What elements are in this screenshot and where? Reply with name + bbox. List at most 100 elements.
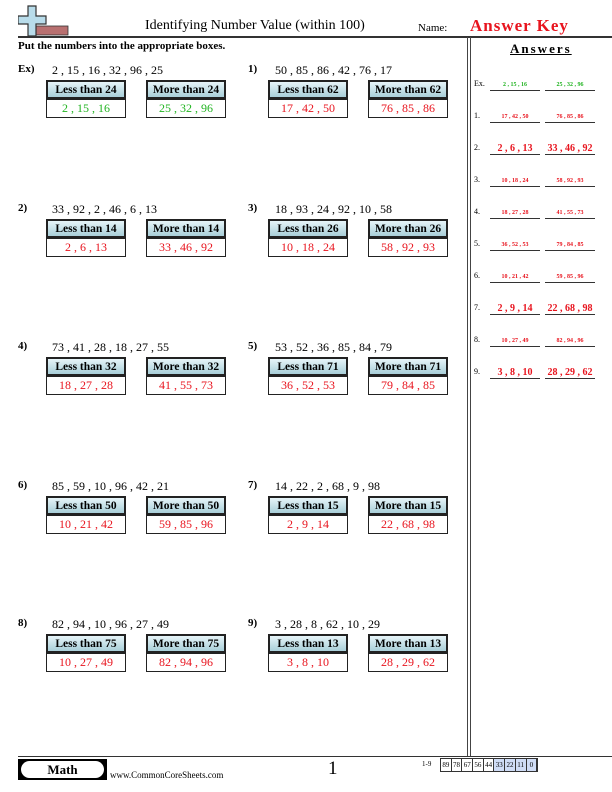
less-than-header: Less than 13	[268, 634, 348, 653]
problem-label: 1)	[248, 63, 258, 75]
answer-key-row-label: 5.	[474, 239, 480, 248]
problem-label: 9)	[248, 617, 258, 629]
answer-key-less: 2 , 6 , 13	[490, 144, 540, 155]
score-cell: 11	[515, 759, 527, 771]
less-than-header: Less than 24	[46, 80, 126, 99]
answer-key-more: 82 , 94 , 96	[545, 336, 595, 347]
score-cell: 33	[494, 759, 506, 771]
less-than-header: Less than 15	[268, 496, 348, 515]
problem-numbers: 14 , 22 , 2 , 68 , 9 , 98	[275, 479, 380, 493]
problem-numbers: 3 , 28 , 8 , 62 , 10 , 29	[275, 617, 380, 631]
more-than-header: More than 75	[146, 634, 226, 653]
more-than-header: More than 32	[146, 357, 226, 376]
less-than-header: Less than 14	[46, 219, 126, 238]
problem-label: 6)	[18, 479, 28, 491]
subject-badge: Math	[18, 759, 107, 780]
less-than-answer-box: 2 , 9 , 14	[268, 515, 348, 534]
more-than-header: More than 13	[368, 634, 448, 653]
answer-key-more: 58 , 92 , 93	[545, 176, 595, 187]
score-cell: 89	[441, 759, 452, 771]
problem-label: 4)	[18, 340, 28, 352]
answer-key-row-label: 8.	[474, 335, 480, 344]
more-than-header: More than 24	[146, 80, 226, 99]
answer-key-row-label: Ex.	[474, 79, 485, 88]
score-table: 89 78 67 56 44 33 22 11 0	[440, 758, 539, 772]
math-plus-logo-icon	[18, 5, 69, 37]
worksheet-title: Identifying Number Value (within 100)	[145, 18, 365, 33]
less-than-answer-box: 2 , 6 , 13	[46, 238, 126, 257]
answer-key-row-label: 2.	[474, 143, 480, 152]
less-than-answer-box: 10 , 18 , 24	[268, 238, 348, 257]
instructions: Put the numbers into the appropriate box…	[18, 40, 226, 52]
problem-numbers: 33 , 92 , 2 , 46 , 6 , 13	[52, 202, 157, 216]
site-url: www.CommonCoreSheets.com	[110, 770, 224, 780]
answer-key-more: 22 , 68 , 98	[545, 304, 595, 315]
answers-title: Answers	[510, 41, 572, 56]
more-than-header: More than 15	[368, 496, 448, 515]
more-than-answer-box: 79 , 84 , 85	[368, 376, 448, 395]
answer-key-less: 3 , 8 , 10	[490, 368, 540, 379]
answer-key-more: 33 , 46 , 92	[545, 144, 595, 155]
answer-key-more: 41 , 55 , 73	[545, 208, 595, 219]
score-cell: 44	[484, 759, 495, 771]
answer-key-less: 10 , 21 , 42	[490, 272, 540, 283]
answer-key-row-label: 4.	[474, 207, 480, 216]
less-than-header: Less than 50	[46, 496, 126, 515]
score-cell: 78	[452, 759, 463, 771]
problem-numbers: 50 , 85 , 86 , 42 , 76 , 17	[275, 63, 392, 77]
answer-key-row-label: 3.	[474, 175, 480, 184]
less-than-answer-box: 3 , 8 , 10	[268, 653, 348, 672]
answer-key-row-label: 7.	[474, 303, 480, 312]
answer-key-less: 10 , 27 , 49	[490, 336, 540, 347]
answer-key-label: Answer Key	[470, 16, 569, 35]
more-than-header: More than 62	[368, 80, 448, 99]
answer-key-less: 36 , 52 , 53	[490, 240, 540, 251]
answer-key-more: 28 , 29 , 62	[545, 368, 595, 379]
footer-divider	[18, 756, 612, 757]
less-than-answer-box: 18 , 27 , 28	[46, 376, 126, 395]
name-label: Name:	[418, 22, 448, 34]
more-than-header: More than 71	[368, 357, 448, 376]
less-than-header: Less than 62	[268, 80, 348, 99]
less-than-header: Less than 75	[46, 634, 126, 653]
more-than-answer-box: 58 , 92 , 93	[368, 238, 448, 257]
answer-key-more: 25 , 32 , 96	[545, 80, 595, 91]
less-than-header: Less than 32	[46, 357, 126, 376]
more-than-header: More than 14	[146, 219, 226, 238]
answer-key-more: 76 , 85 , 86	[545, 112, 595, 123]
score-cell: 0	[526, 759, 538, 771]
score-cell: 22	[505, 759, 516, 771]
answer-key-less: 2 , 15 , 16	[490, 80, 540, 91]
header-divider	[18, 36, 612, 38]
more-than-answer-box: 76 , 85 , 86	[368, 99, 448, 118]
score-cell: 67	[462, 759, 474, 771]
more-than-answer-box: 28 , 29 , 62	[368, 653, 448, 672]
problem-numbers: 18 , 93 , 24 , 92 , 10 , 58	[275, 202, 392, 216]
more-than-answer-box: 25 , 32 , 96	[146, 99, 226, 118]
problem-label: 2)	[18, 202, 28, 214]
less-than-answer-box: 10 , 27 , 49	[46, 653, 126, 672]
score-cell: 56	[473, 759, 484, 771]
less-than-header: Less than 71	[268, 357, 348, 376]
problem-label: 7)	[248, 479, 258, 491]
problem-numbers: 73 , 41 , 28 , 18 , 27 , 55	[52, 340, 169, 354]
page-number: 1	[328, 758, 338, 779]
more-than-answer-box: 41 , 55 , 73	[146, 376, 226, 395]
less-than-answer-box: 36 , 52 , 53	[268, 376, 348, 395]
answer-key-row-label: 1.	[474, 111, 480, 120]
more-than-answer-box: 33 , 46 , 92	[146, 238, 226, 257]
problem-numbers: 53 , 52 , 36 , 85 , 84 , 79	[275, 340, 392, 354]
more-than-answer-box: 59 , 85 , 96	[146, 515, 226, 534]
more-than-answer-box: 82 , 94 , 96	[146, 653, 226, 672]
subject-label: Math	[21, 761, 104, 778]
score-range-label: 1-9	[422, 760, 432, 768]
answer-key-less: 10 , 18 , 24	[490, 176, 540, 187]
more-than-header: More than 50	[146, 496, 226, 515]
answer-key-less: 18 , 27 , 28	[490, 208, 540, 219]
more-than-answer-box: 22 , 68 , 98	[368, 515, 448, 534]
more-than-header: More than 26	[368, 219, 448, 238]
less-than-answer-box: 2 , 15 , 16	[46, 99, 126, 118]
answers-column-divider	[467, 37, 471, 756]
less-than-answer-box: 10 , 21 , 42	[46, 515, 126, 534]
